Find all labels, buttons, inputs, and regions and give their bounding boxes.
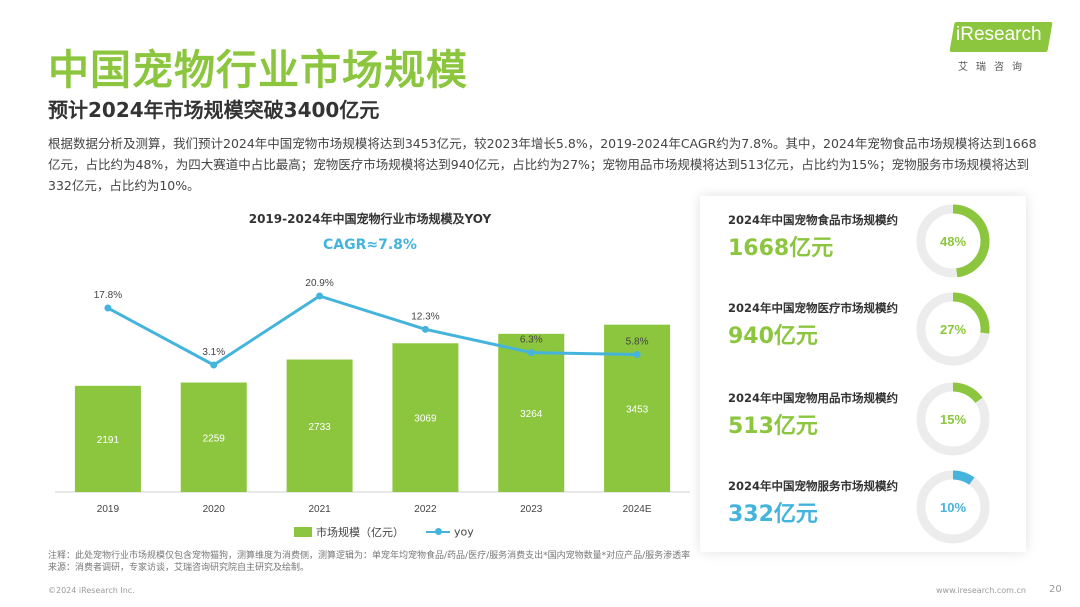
yoy-label: 17.8% bbox=[94, 290, 122, 301]
segment-value-supplies: 513亿元 bbox=[728, 414, 818, 439]
logo-subtext: 艾瑞咨询 bbox=[958, 62, 1030, 73]
cagr-annotation: CAGR≈7.8% bbox=[323, 237, 417, 253]
segment-value-services: 332亿元 bbox=[728, 502, 818, 527]
segment-label-supplies: 2024年中国宠物用品市场规模约 bbox=[728, 391, 899, 405]
yoy-label: 6.3% bbox=[520, 335, 543, 346]
note-text: 注释：此处宠物行业市场规模仅包含宠物猫狗，测算维度为消费侧，测算逻辑为：单宠年均… bbox=[48, 551, 691, 561]
ring-percent-label: 48% bbox=[940, 234, 966, 249]
yoy-point bbox=[104, 304, 112, 312]
x-tick-label: 2020 bbox=[203, 504, 226, 515]
copyright-text: ©2024 iResearch Inc. bbox=[48, 586, 135, 595]
yoy-point bbox=[210, 361, 218, 369]
bar-value-label: 2733 bbox=[308, 422, 331, 433]
ring-percent-label: 15% bbox=[940, 412, 966, 427]
ring-arc bbox=[916, 382, 990, 456]
logo-text: iResearch bbox=[956, 24, 1042, 45]
x-tick-label: 2019 bbox=[97, 504, 120, 515]
x-tick-label: 2022 bbox=[414, 504, 437, 515]
page-number: 20 bbox=[1049, 584, 1062, 595]
page-subtitle: 预计2024年市场规模突破3400亿元 bbox=[48, 98, 380, 122]
yoy-line bbox=[107, 294, 638, 367]
yoy-point bbox=[527, 349, 535, 357]
ring-arc bbox=[916, 470, 990, 544]
source-text: 来源：消费者调研，专家访谈，艾瑞咨询研究院自主研究及绘制。 bbox=[48, 563, 310, 573]
legend-bar-label: 市场规模（亿元） bbox=[316, 526, 404, 539]
segment-ring-services: 10% bbox=[916, 470, 990, 544]
x-tick-label: 2021 bbox=[308, 504, 331, 515]
yoy-label: 5.8% bbox=[626, 337, 649, 348]
chart-notes: 注释：此处宠物行业市场规模仅包含宠物猫狗，测算维度为消费侧，测算逻辑为：单宠年均… bbox=[48, 550, 690, 574]
bar-2022 bbox=[392, 343, 459, 492]
yoy-point bbox=[316, 292, 324, 300]
ring-percent-label: 27% bbox=[940, 322, 966, 337]
x-tick-label: 2024E bbox=[623, 504, 652, 515]
x-tick-label: 2023 bbox=[520, 504, 543, 515]
legend-line-swatch bbox=[426, 528, 450, 535]
bar-value-label: 3264 bbox=[520, 409, 543, 420]
ring-percent-label: 10% bbox=[940, 500, 966, 515]
yoy-point bbox=[421, 325, 429, 333]
chart-title: 2019-2024年中国宠物行业市场规模及YOY bbox=[248, 212, 492, 226]
segment-value-food: 1668亿元 bbox=[728, 236, 834, 261]
segment-label-medical: 2024年中国宠物医疗市场规模约 bbox=[728, 301, 899, 315]
bar-2020 bbox=[180, 382, 247, 492]
description-text: 根据数据分析及测算，我们预计2024年中国宠物市场规模将达到3453亿元，较20… bbox=[48, 136, 1037, 193]
market-size-chart: 2191 2019 2259 2020 2733 2021 3069 2022 3264 2023… bbox=[55, 278, 690, 515]
segment-label-services: 2024年中国宠物服务市场规模约 bbox=[728, 479, 899, 493]
legend-bar-swatch bbox=[294, 527, 312, 537]
ring-arc bbox=[916, 204, 990, 278]
segment-ring-medical: 27% bbox=[916, 292, 990, 366]
yoy-label: 12.3% bbox=[411, 311, 439, 322]
segment-ring-supplies: 15% bbox=[916, 382, 990, 456]
segment-label-food: 2024年中国宠物食品市场规模约 bbox=[728, 213, 899, 227]
iresearch-logo: iResearch 艾瑞咨询 bbox=[949, 18, 1056, 74]
segment-value-medical: 940亿元 bbox=[728, 324, 818, 349]
chart-legend: 市场规模（亿元） yoy bbox=[294, 524, 474, 540]
bar-value-label: 3453 bbox=[626, 404, 649, 415]
bar-2019 bbox=[74, 385, 141, 492]
ring-arc bbox=[916, 292, 990, 366]
bar-value-label: 2191 bbox=[97, 435, 120, 446]
legend-line-label: yoy bbox=[454, 525, 474, 539]
bar-2021 bbox=[286, 359, 353, 492]
yoy-point bbox=[633, 351, 641, 359]
page-title: 中国宠物行业市场规模 bbox=[48, 46, 468, 94]
segment-ring-food: 48% bbox=[916, 204, 990, 278]
bar-value-label: 2259 bbox=[203, 433, 226, 444]
segment-panel bbox=[700, 196, 1026, 552]
bar-2023 bbox=[498, 333, 565, 492]
yoy-label: 3.1% bbox=[202, 347, 225, 358]
bar-value-label: 3069 bbox=[414, 414, 437, 425]
website-text: www.iresearch.com.cn bbox=[936, 586, 1026, 595]
yoy-label: 20.9% bbox=[305, 278, 333, 289]
